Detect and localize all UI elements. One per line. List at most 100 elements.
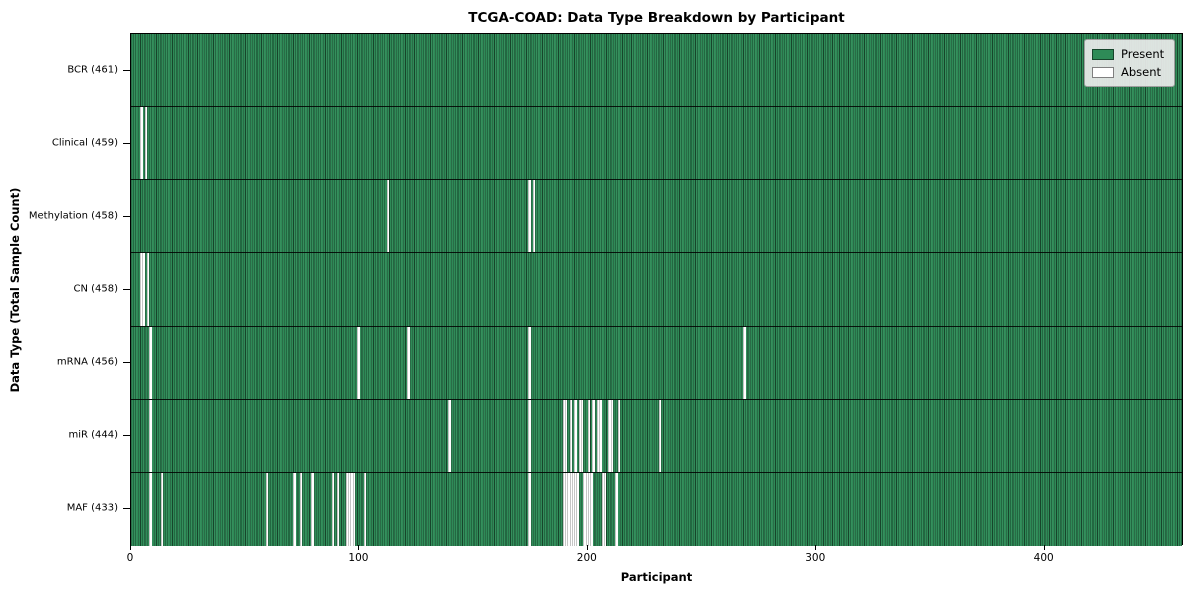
ytick-mark [123, 508, 130, 510]
xtick-mark [1043, 545, 1045, 550]
absent-bar [149, 326, 152, 399]
absent-bar [146, 253, 150, 326]
ytick-label-mir: miR (444) [68, 429, 118, 441]
absent-bar [578, 399, 582, 472]
ytick-label-methylation: Methylation (458) [28, 210, 118, 222]
ytick-label-cn: CN (458) [73, 283, 118, 295]
absent-bar [528, 326, 531, 399]
heatmap-row-mir [131, 399, 1182, 473]
legend-entry-absent: Absent [1092, 63, 1167, 81]
ytick-mark [123, 435, 130, 437]
absent-bar [576, 472, 579, 546]
xtick-label-200: 200 [576, 552, 597, 564]
absent-bar [569, 472, 573, 546]
absent-bar [363, 472, 367, 546]
absent-bar [160, 472, 164, 546]
heatmap-row-bcr [131, 34, 1182, 108]
legend-label-present: Present [1121, 47, 1165, 61]
absent-bar [567, 472, 570, 546]
absent-bar [583, 472, 586, 546]
ytick-mark [123, 69, 130, 71]
absent-bar [615, 472, 618, 546]
absent-bar [596, 399, 600, 472]
xtick-label-300: 300 [805, 552, 826, 564]
absent-bar [569, 399, 573, 472]
absent-bar [528, 180, 531, 253]
absent-bar [265, 472, 269, 546]
absent-bar [140, 253, 143, 326]
heatmap-row-methylation [131, 180, 1182, 254]
absent-bar [580, 399, 584, 472]
absent-bar [603, 472, 607, 546]
ytick-mark [123, 289, 130, 290]
ytick-mark [123, 362, 130, 364]
absent-bar [587, 399, 591, 472]
ytick-label-mrna: mRNA (456) [56, 356, 118, 368]
absent-bar [574, 399, 577, 472]
absent-bar [347, 472, 351, 546]
absent-bar [585, 472, 589, 546]
absent-bar [311, 472, 314, 546]
plot-area [130, 33, 1183, 546]
absent-bar [293, 472, 296, 546]
xtick-mark [815, 545, 817, 550]
absent-bar [140, 107, 143, 180]
ytick-mark [123, 142, 130, 144]
absent-bar [590, 472, 593, 546]
x-axis-label: Participant [620, 570, 693, 584]
absent-bar [149, 399, 152, 472]
absent-bar [587, 472, 591, 546]
heatmap-row-cn [131, 253, 1182, 327]
heatmap-row-clinical [131, 107, 1182, 181]
absent-bar [528, 399, 531, 472]
chart-title: TCGA-COAD: Data Type Breakdown by Partic… [468, 10, 845, 26]
xtick-mark [586, 545, 588, 550]
absent-bar [610, 399, 614, 472]
absent-bar [608, 399, 611, 472]
absent-bar [352, 472, 356, 546]
legend-label-absent: Absent [1121, 65, 1162, 79]
absent-bar [574, 472, 577, 546]
absent-bar [564, 472, 568, 546]
absent-bar [617, 399, 620, 472]
xtick-label-0: 0 [126, 552, 134, 564]
legend-entry-present: Present [1092, 45, 1167, 63]
heatmap-row-mrna [131, 326, 1182, 400]
absent-bar [533, 180, 536, 253]
absent-bar [142, 253, 145, 326]
absent-bar [357, 326, 360, 399]
absent-bar [345, 472, 349, 546]
absent-bar [407, 326, 410, 399]
absent-bar [562, 399, 566, 472]
xtick-mark [358, 545, 360, 550]
ytick-mark [123, 215, 130, 217]
absent-bar [448, 399, 451, 472]
ytick-label-maf: MAF (433) [66, 502, 118, 514]
absent-bar [571, 472, 575, 546]
heatmap-row-maf [131, 472, 1182, 546]
xtick-label-400: 400 [1033, 552, 1054, 564]
absent-bar [601, 472, 604, 546]
xtick-mark [130, 545, 131, 550]
absent-bar [300, 472, 303, 546]
absent-bar [336, 472, 340, 546]
absent-bar [564, 399, 568, 472]
legend-swatch-present-icon [1092, 48, 1114, 60]
absent-bar [332, 472, 335, 546]
absent-bar [386, 180, 390, 253]
absent-bar [149, 472, 152, 546]
legend: Present Absent [1084, 39, 1175, 87]
absent-bar [528, 472, 531, 546]
absent-bar [592, 399, 595, 472]
ytick-label-clinical: Clinical (459) [51, 137, 118, 149]
legend-swatch-absent-icon [1092, 66, 1114, 78]
absent-bar [743, 326, 746, 399]
absent-bar [599, 399, 602, 472]
absent-bar [350, 472, 353, 546]
ytick-label-bcr: BCR (461) [67, 64, 118, 76]
xtick-label-100: 100 [348, 552, 369, 564]
absent-bar [144, 107, 148, 180]
absent-bar [562, 472, 566, 546]
absent-bar [658, 399, 662, 472]
